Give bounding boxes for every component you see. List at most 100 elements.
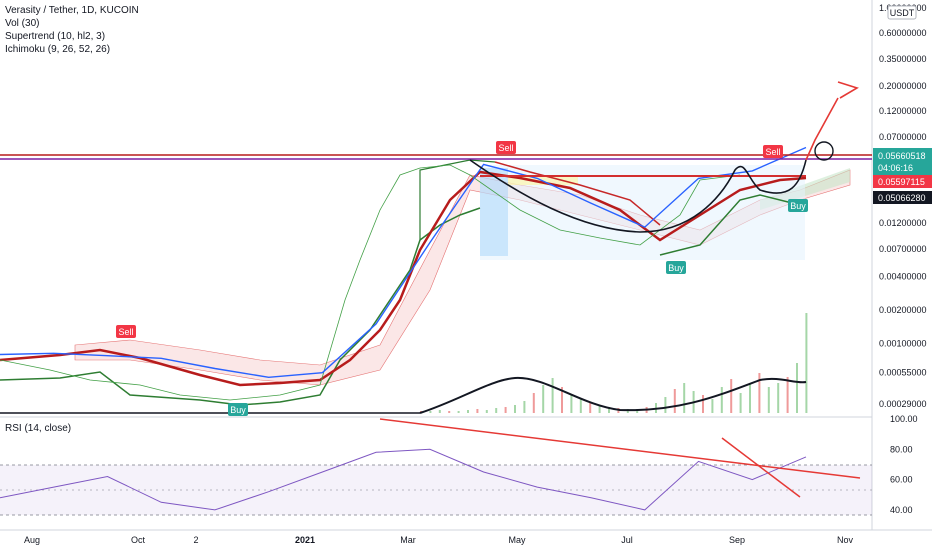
volume-bar — [476, 409, 479, 413]
volume-bar — [589, 403, 592, 413]
time-axis[interactable]: Aug Oct 2 2021 Mar May Jul Sep Nov — [24, 535, 854, 545]
volume-bar — [457, 411, 460, 413]
time-tick-label: May — [508, 535, 526, 545]
volume-bar — [551, 378, 554, 413]
volume-bar — [448, 411, 451, 413]
volume-bar — [514, 405, 516, 413]
price-tick-label: 0.35000000 — [879, 54, 927, 64]
price-tick-label: 0.01200000 — [879, 218, 927, 228]
volume-bar — [702, 395, 704, 413]
volume-bar — [532, 393, 535, 413]
rsi-scale[interactable]: 100.00 80.00 60.00 40.00 — [890, 414, 918, 515]
time-tick-label: Sep — [729, 535, 745, 545]
time-tick-label: Aug — [24, 535, 40, 545]
price-tick-label: 0.00700000 — [879, 244, 927, 254]
volume-bar — [730, 379, 733, 413]
arrow-head-icon — [837, 81, 859, 99]
time-tick-label: Jul — [621, 535, 633, 545]
sell-signal-label: Sell — [765, 147, 780, 157]
volume-ma-line — [419, 376, 807, 414]
volume-bar — [438, 410, 441, 413]
volume-bar — [495, 408, 498, 413]
red-level-value: 0.05597115 — [878, 177, 925, 187]
volume-bar — [664, 397, 667, 413]
volume-bar — [504, 407, 507, 413]
volume-bar — [467, 410, 469, 413]
supertrend-down — [494, 161, 661, 226]
cup-handle-drawing[interactable] — [469, 159, 807, 233]
price-tick-label: 0.60000000 — [879, 28, 927, 38]
time-tick-label: Mar — [400, 535, 416, 545]
volume-bar — [608, 407, 610, 413]
indicator-supertrend[interactable]: Supertrend (10, hl2, 3) — [5, 31, 106, 42]
black-level-label: 0.05066280 — [873, 191, 932, 204]
buy-signal-label: Buy — [668, 263, 684, 273]
volume-bar — [711, 399, 714, 413]
volume-profile-bars — [480, 168, 508, 256]
price-tick-label: 0.07000000 — [879, 132, 927, 142]
rsi-band — [0, 465, 872, 515]
black-level-value: 0.05066280 — [878, 193, 926, 203]
volume-bar — [429, 411, 432, 413]
volume-bar — [570, 395, 573, 413]
volume-bar — [805, 313, 808, 413]
rsi-trendline-1[interactable] — [379, 418, 861, 479]
price-tick-label: 0.00029000 — [879, 399, 927, 409]
buy-signal-marker[interactable]: Buy — [228, 403, 248, 416]
price-tick-label: 0.00055000 — [879, 368, 927, 378]
signal-markers: Sell Sell Sell Buy Buy Buy — [116, 141, 808, 416]
last-price-label: 0.05660518 04:06:16 — [873, 148, 932, 176]
price-tick-label: 0.20000000 — [879, 81, 927, 91]
price-tick-label: 0.00200000 — [879, 305, 927, 315]
breakout-arrow[interactable] — [805, 97, 839, 161]
volume-bar — [683, 383, 686, 413]
kijun-line — [0, 170, 807, 387]
price-tick-label: 0.00100000 — [879, 339, 927, 349]
rsi-title[interactable]: RSI (14, close) — [5, 423, 72, 434]
volume-bar — [786, 377, 789, 413]
buy-signal-marker[interactable]: Buy — [788, 199, 808, 212]
volume-bar — [720, 387, 723, 413]
volume-bar — [777, 383, 780, 413]
currency-badge: USDT — [887, 5, 917, 20]
symbol-title: Verasity / Tether, 1D, KUCOIN — [5, 5, 139, 16]
sell-signal-label: Sell — [498, 143, 513, 153]
volume-bars — [420, 313, 808, 413]
rsi-line — [0, 448, 807, 511]
volume-bar — [739, 393, 742, 413]
indicator-volume[interactable]: Vol (30) — [5, 18, 40, 29]
volume-bar — [767, 387, 770, 413]
buy-signal-label: Buy — [790, 201, 806, 211]
volume-bar — [796, 363, 798, 413]
chikou-span — [0, 164, 741, 401]
volume-bar — [598, 405, 601, 413]
volume-bar — [673, 389, 676, 413]
time-tick-label: Nov — [837, 535, 854, 545]
rsi-tick-label: 100.00 — [890, 414, 918, 424]
countdown-value: 04:06:16 — [878, 163, 913, 173]
price-scale[interactable]: 1.000000000.600000000.350000000.20000000… — [879, 3, 927, 409]
rsi-tick-label: 40.00 — [890, 505, 913, 515]
breakout-circle[interactable] — [814, 141, 834, 161]
rsi-tick-label: 80.00 — [890, 444, 913, 454]
indicator-ichimoku[interactable]: Ichimoku (9, 26, 52, 26) — [5, 44, 111, 55]
price-tick-label: 0.00400000 — [879, 271, 927, 281]
time-tick-label: 2 — [193, 535, 198, 545]
buy-signal-label: Buy — [230, 405, 246, 415]
supertrend-up-2 — [419, 159, 496, 240]
volume-profile-poc — [508, 175, 578, 185]
buy-signal-marker[interactable]: Buy — [666, 261, 686, 274]
price-line — [0, 146, 807, 379]
sell-signal-marker[interactable]: Sell — [763, 145, 783, 158]
volume-bar — [579, 399, 582, 413]
chart-legend: Verasity / Tether, 1D, KUCOIN Vol (30) S… — [5, 4, 139, 56]
last-price-value: 0.05660518 — [878, 151, 926, 161]
sell-signal-marker[interactable]: Sell — [116, 325, 136, 338]
time-tick-label: Oct — [131, 535, 146, 545]
volume-bar — [523, 401, 526, 413]
volume-bar — [561, 387, 563, 413]
sell-signal-marker[interactable]: Sell — [496, 141, 516, 154]
rsi-trendline-2[interactable] — [721, 437, 801, 498]
time-tick-label: 2021 — [295, 535, 315, 545]
